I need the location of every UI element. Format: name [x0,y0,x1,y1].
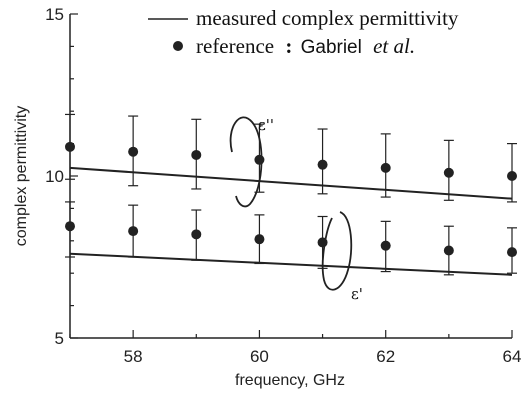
legend: measured complex permittivity reference … [148,6,459,58]
y-tick-label: 15 [45,5,64,24]
reference-point-eps-double-prime [317,159,328,170]
legend-marker-sep: : [285,34,292,58]
x-tick-label: 60 [250,347,269,366]
reference-point-eps-prime [507,247,517,258]
reference-point-eps-prime [128,226,139,237]
legend-marker-label: reference : Gabriel et al. [196,34,415,58]
legend-line-label: measured complex permittivity [196,6,459,30]
reference-point-eps-prime [443,245,454,256]
series-lines [69,166,513,276]
reference-point-eps-double-prime [443,167,454,178]
reference-point-eps-prime [380,240,391,251]
reference-point-eps-double-prime [380,162,391,173]
annotation-eps-double-prime: ε'' [258,116,274,134]
measured-line-eps-prime [69,252,513,276]
reference-point-eps-double-prime [507,171,517,181]
reference-point-eps-double-prime [65,141,75,152]
legend-marker-author: Gabriel [301,37,362,58]
reference-point-eps-double-prime [191,149,202,160]
legend-marker-swatch [173,41,183,51]
reference-point-eps-double-prime [128,146,139,157]
reference-point-eps-prime [191,229,202,240]
y-ticks: 5 10 15 [45,5,78,348]
annotation-loop-eps1 [321,211,353,291]
reference-point-eps-double-prime [254,154,265,165]
reference-point-eps-prime [254,234,265,245]
legend-marker-text: reference [196,34,274,58]
annotation-loop-eps2 [229,116,263,208]
y-tick-label: 10 [45,167,64,186]
reference-point-eps-prime [65,221,75,232]
annotation-eps-prime: ε' [351,285,363,303]
y-tick-label: 5 [55,329,64,348]
x-tick-label: 62 [376,347,395,366]
x-axis-label: frequency, GHz [235,372,345,389]
x-ticks: 58 60 62 64 [69,330,522,366]
x-tick-label: 64 [503,347,522,366]
y-axis-label: complex permittivity [13,106,30,246]
series-points [65,113,517,276]
measured-line-eps-double-prime [69,166,513,200]
x-tick-label: 58 [124,347,143,366]
legend-marker-author-suffix: et al. [373,34,415,58]
